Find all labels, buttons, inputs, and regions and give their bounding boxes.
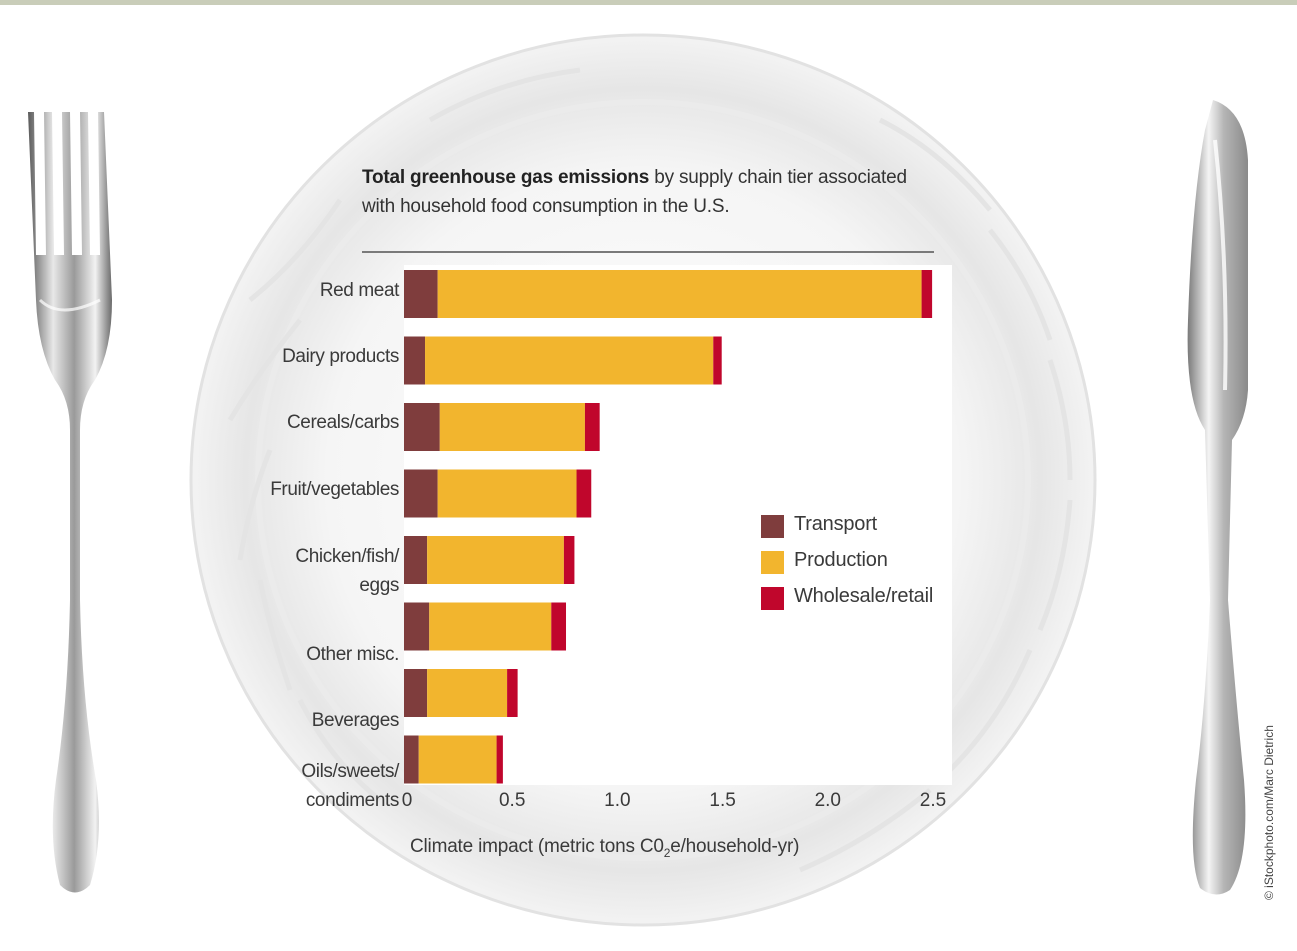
chart-title-bold: Total greenhouse gas emissions — [362, 167, 650, 188]
category-label-line: Other misc. — [306, 644, 399, 665]
bar-segment-production-4 — [427, 536, 564, 584]
legend-label: Production — [794, 549, 888, 571]
category-label-line: Red meat — [319, 280, 400, 301]
bar-segment-production-6 — [427, 669, 508, 717]
category-label: Oils/sweets/condiments — [301, 757, 399, 815]
knife-icon — [1187, 100, 1248, 895]
category-label: Other misc. — [306, 640, 399, 669]
category-label-line: Fruit/vegetables — [270, 479, 399, 500]
category-label-line: Beverages — [311, 710, 400, 731]
bar-segment-transport-5 — [404, 602, 430, 651]
bar-segment-production-0 — [437, 270, 922, 318]
bar-segment-wholesale-retail-1 — [713, 336, 722, 385]
photo-credit: © iStockphoto.com/Marc Dietrich — [1262, 725, 1276, 900]
bar-segment-transport-2 — [404, 403, 440, 451]
category-label: Fruit/vegetables — [270, 475, 399, 504]
category-label: Chicken/fish/eggs — [295, 542, 399, 600]
plate-scallops — [227, 67, 1073, 873]
category-label-line: eggs — [359, 575, 399, 596]
category-label-line: Oils/sweets/ — [301, 761, 399, 782]
bar-segment-transport-6 — [404, 669, 428, 717]
legend-swatch — [761, 515, 784, 538]
chart-title-rest: by supply chain tier associated with hou… — [362, 167, 907, 217]
legend-label: Transport — [794, 513, 878, 535]
category-label-line: Cereals/carbs — [286, 412, 399, 433]
legend-swatch — [761, 587, 784, 610]
chart-title: Total greenhouse gas emissions by supply… — [362, 163, 942, 221]
bar-segment-wholesale-retail-3 — [576, 469, 592, 518]
category-label: Red meat — [319, 276, 400, 305]
category-label-line: Dairy products — [282, 346, 399, 367]
legend-swatch — [761, 551, 784, 574]
x-tick-label: 2.5 — [919, 790, 947, 811]
fork-icon — [28, 112, 112, 893]
x-axis-label-main: Climate impact (metric tons C0 — [410, 836, 664, 857]
bar-segment-production-2 — [439, 403, 585, 451]
bar-segment-transport-1 — [404, 336, 426, 385]
bar-segment-transport-7 — [404, 735, 419, 784]
x-tick-label: 1.5 — [709, 790, 736, 811]
x-axis-label-end: e/household-yr) — [670, 836, 800, 857]
bar-segment-production-3 — [437, 469, 577, 518]
legend-label: Wholesale/retail — [794, 585, 934, 607]
bar-segment-wholesale-retail-7 — [496, 735, 503, 784]
bar-segment-production-7 — [418, 735, 497, 784]
bar-segment-wholesale-retail-2 — [584, 403, 600, 451]
x-tick-label: 1.0 — [604, 790, 631, 811]
bar-segment-production-5 — [429, 602, 552, 651]
x-tick-label: 0 — [401, 790, 413, 811]
top-border — [0, 0, 1297, 5]
category-label: Cereals/carbs — [287, 408, 399, 437]
bar-segment-transport-3 — [404, 469, 438, 518]
bar-segment-wholesale-retail-0 — [921, 270, 933, 318]
x-axis-label: Climate impact (metric tons C02e/househo… — [410, 836, 799, 860]
bar-segment-production-1 — [425, 336, 714, 385]
x-axis-label-subscript: 2 — [663, 845, 671, 860]
category-label-line: Chicken/fish/ — [295, 546, 399, 567]
category-label-line: condiments — [305, 790, 400, 811]
bar-segment-wholesale-retail-5 — [551, 602, 567, 651]
x-tick-label: 2.0 — [814, 790, 842, 811]
category-label: Dairy products — [282, 342, 399, 371]
bar-segment-transport-0 — [404, 270, 438, 318]
title-divider — [362, 251, 934, 253]
category-label: Beverages — [311, 706, 400, 735]
bar-segment-wholesale-retail-6 — [507, 669, 518, 717]
bar-segment-wholesale-retail-4 — [563, 536, 575, 584]
bar-segment-transport-4 — [404, 536, 428, 584]
x-tick-label: 0.5 — [498, 790, 526, 811]
